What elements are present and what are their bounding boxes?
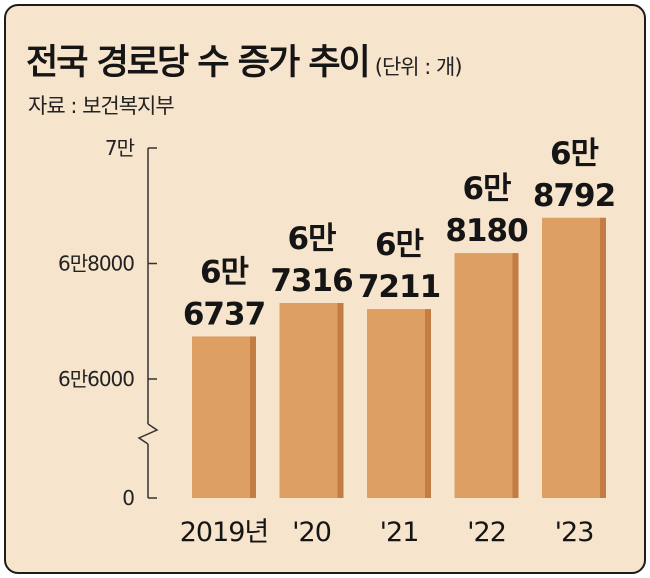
y-tick-label: 6만8000 <box>58 252 134 276</box>
bar-value-label: 7316 <box>270 263 352 299</box>
chart-frame: 전국 경로당 수 증가 추이 (단위 : 개) 자료 : 보건복지부 7만 6만80… <box>4 4 646 574</box>
x-category-label: '21 <box>380 517 419 548</box>
bar-shade <box>600 217 606 498</box>
y-tick-label: 0 <box>122 486 134 510</box>
y-tick-label: 7만 <box>105 136 135 160</box>
bar-value-label: 6만 <box>200 254 249 290</box>
x-category-label: '22 <box>467 517 506 548</box>
source-label: 자료 : 보건복지부 <box>28 94 175 118</box>
x-category-label: '20 <box>292 517 331 548</box>
bar-value-label: 6만 <box>550 136 599 172</box>
bar <box>454 253 513 498</box>
bar-value-label: 6만 <box>287 221 336 257</box>
axis-break-mark <box>137 423 159 445</box>
bar-shade <box>337 303 344 498</box>
bar <box>542 217 600 498</box>
bar-shade <box>512 253 519 498</box>
bar-shade <box>425 309 431 498</box>
unit-label: (단위 : 개) <box>374 55 463 79</box>
bar-chart: 7만 6만8000 6만6000 0 6만 6737 2019년 6만 7316 '20 6만 721… <box>58 136 616 548</box>
bar-value-label: 8180 <box>445 213 528 249</box>
bar <box>192 336 250 498</box>
bar-shade <box>250 336 256 498</box>
bar <box>367 309 425 498</box>
chart-title: 전국 경로당 수 증가 추이 <box>26 43 371 83</box>
bar-value-label: 6만 <box>462 171 511 207</box>
title-row: 전국 경로당 수 증가 추이 (단위 : 개) <box>26 34 463 85</box>
bar-value-label: 6737 <box>183 296 265 332</box>
bar <box>279 303 338 498</box>
bar-value-label: 6만 <box>375 227 424 263</box>
x-category-label: 2019년 <box>180 517 269 548</box>
y-tick-label: 6만6000 <box>58 367 134 391</box>
x-category-label: '23 <box>555 517 594 548</box>
bar-value-label: 8792 <box>533 178 615 214</box>
bar-value-label: 7211 <box>358 269 440 305</box>
